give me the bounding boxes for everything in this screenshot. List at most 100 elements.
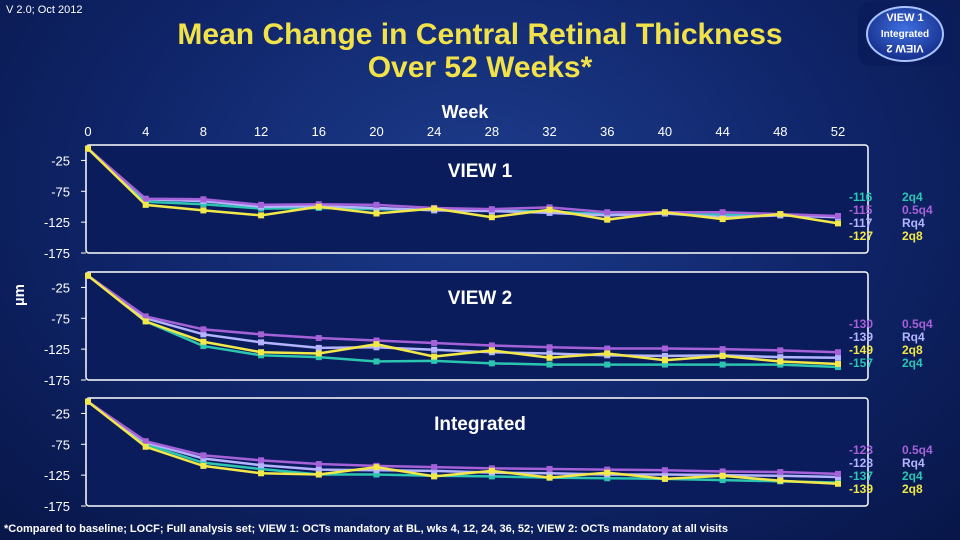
data-point: [777, 358, 784, 365]
end-value-label: -123: [849, 443, 873, 457]
data-point: [315, 466, 322, 473]
data-point: [200, 452, 207, 459]
y-tick-label: -125: [44, 215, 70, 230]
panel-title: VIEW 1: [448, 161, 513, 182]
data-point: [431, 464, 438, 471]
data-point: [604, 466, 611, 473]
end-series-label: 0.5q4: [902, 317, 933, 331]
end-series-label: Rq4: [902, 456, 925, 470]
data-point: [431, 205, 438, 212]
end-value-label: -139: [849, 482, 873, 496]
data-point: [546, 465, 553, 472]
series-line: [87, 274, 839, 354]
data-point: [315, 461, 322, 468]
data-point: [258, 331, 265, 338]
data-point: [315, 335, 322, 342]
end-series-label: Rq4: [902, 330, 925, 344]
data-point: [258, 201, 265, 208]
series-line: [87, 400, 839, 486]
data-point: [488, 467, 495, 474]
data-point: [777, 477, 784, 484]
end-value-label: -149: [849, 343, 873, 357]
x-axis-title: Week: [442, 102, 490, 122]
x-tick-label: 12: [254, 124, 268, 139]
data-point: [200, 326, 207, 333]
data-point: [142, 195, 149, 202]
data-point: [488, 347, 495, 354]
end-value-label: -137: [849, 469, 873, 483]
data-point: [604, 209, 611, 216]
x-tick-label: 0: [84, 124, 91, 139]
x-tick-label: 48: [773, 124, 787, 139]
data-point: [835, 360, 841, 367]
data-point: [835, 364, 841, 371]
panel-frame: [85, 144, 869, 254]
data-point: [315, 344, 322, 351]
x-tick-label: 36: [600, 124, 614, 139]
end-value-label: -127: [849, 229, 873, 243]
data-point: [85, 398, 91, 405]
data-point: [661, 471, 668, 478]
data-point: [546, 470, 553, 477]
data-point: [373, 344, 380, 351]
x-tick-label: 32: [542, 124, 556, 139]
end-value-label: -115: [849, 203, 873, 217]
data-point: [661, 209, 668, 216]
data-point: [777, 361, 784, 368]
data-point: [85, 145, 91, 152]
data-point: [546, 209, 553, 216]
study-badge: VIEW 1 Integrated VIEW 2: [858, 2, 952, 66]
data-point: [258, 457, 265, 464]
data-point: [200, 338, 207, 345]
y-tick-label: -175: [44, 499, 70, 514]
y-tick-label: -175: [44, 246, 70, 261]
data-point: [488, 360, 495, 367]
end-value-label: -116: [849, 190, 873, 204]
data-point: [200, 201, 207, 208]
y-tick-label: -175: [44, 373, 70, 388]
data-point: [719, 361, 726, 368]
data-point: [777, 354, 784, 361]
x-tick-label: 28: [485, 124, 499, 139]
data-point: [835, 349, 841, 356]
data-point: [200, 459, 207, 466]
end-value-label: -130: [849, 317, 873, 331]
data-point: [777, 211, 784, 218]
y-tick-label: -125: [44, 468, 70, 483]
data-point: [315, 350, 322, 357]
series-line: [87, 147, 839, 218]
data-point: [546, 361, 553, 368]
data-point: [200, 343, 207, 350]
x-tick-label: 44: [715, 124, 729, 139]
x-tick-label: 24: [427, 124, 441, 139]
badge-middle-text: Integrated: [881, 29, 929, 40]
data-point: [373, 201, 380, 208]
data-point: [777, 469, 784, 476]
badge-circle: [866, 6, 944, 62]
data-point: [604, 345, 611, 352]
data-point: [315, 354, 322, 361]
data-point: [777, 472, 784, 479]
data-point: [777, 347, 784, 354]
data-point: [719, 468, 726, 475]
x-tick-label: 4: [142, 124, 149, 139]
data-point: [373, 464, 380, 471]
series-line: [87, 274, 839, 369]
data-point: [546, 350, 553, 357]
data-point: [431, 467, 438, 474]
panel-title: Integrated: [434, 414, 526, 435]
data-point: [661, 475, 668, 482]
end-series-label: 2q4: [902, 356, 923, 370]
data-point: [200, 207, 207, 214]
data-point: [719, 472, 726, 479]
x-tick-label: 52: [831, 124, 845, 139]
series-line: [87, 274, 839, 366]
y-tick-label: -25: [51, 153, 70, 168]
end-series-label: 0.5q4: [902, 443, 933, 457]
data-point: [488, 342, 495, 349]
data-point: [85, 272, 91, 279]
badge-top-text: VIEW 1: [886, 12, 923, 24]
data-point: [604, 475, 611, 482]
data-point: [142, 443, 149, 450]
data-point: [258, 352, 265, 359]
